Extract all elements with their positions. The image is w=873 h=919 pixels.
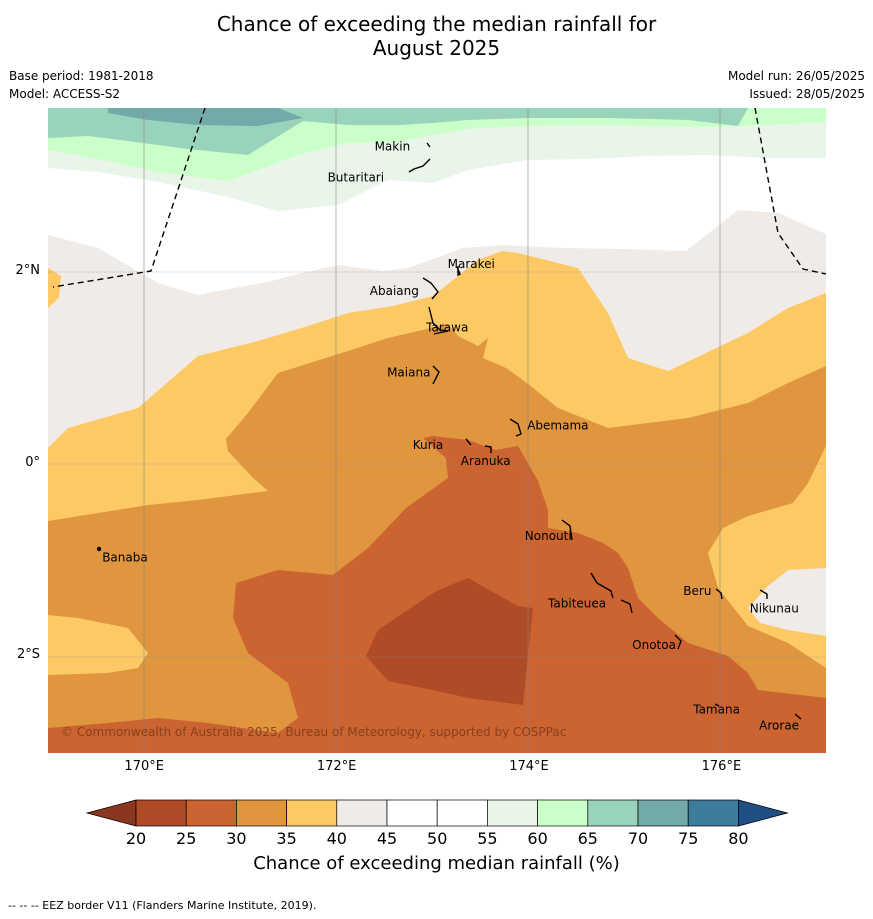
place-label-tarawa: Tarawa [425, 320, 468, 334]
colorbar: 20 25 30 35 40 45 50 55 60 65 70 75 80 [86, 799, 788, 848]
colorbar-tick-label: 75 [678, 829, 698, 848]
rainfall-map: Makin Butaritari Marakei Abaiang Tarawa Maian… [48, 108, 826, 753]
colorbar-swatches [86, 799, 788, 827]
place-label-marakei: Marakei [448, 257, 495, 271]
title-line-1: Chance of exceeding the median rainfall … [216, 12, 657, 36]
band-20-25 [366, 578, 533, 705]
place-label-banaba: Banaba [102, 550, 148, 564]
colorbar-tick-label: 55 [477, 829, 497, 848]
place-label-makin: Makin [375, 140, 411, 154]
island-onotoa [674, 634, 682, 650]
title-line-2: August 2025 [372, 36, 501, 60]
place-label-abemama: Abemama [527, 419, 588, 433]
place-label-nonouti: Nonouti [525, 529, 572, 543]
place-label-abaiang: Abaiang [370, 284, 419, 298]
colorbar-tick-label: 30 [226, 829, 246, 848]
place-label-maiana: Maiana [387, 366, 430, 380]
colorbar-tick-label: 40 [327, 829, 347, 848]
footnote: -- -- -- EEZ border V11 (Flanders Marine… [8, 899, 317, 912]
colorbar-tick-label: 50 [427, 829, 447, 848]
band-40-45-nikunau [748, 568, 826, 636]
island-nikunau [759, 589, 768, 599]
meta-left: Base period: 1981-2018 Model: ACCESS-S2 [9, 67, 154, 103]
colorbar-tick-label: 70 [628, 829, 648, 848]
colorbar-tick-label: 80 [728, 829, 748, 848]
island-arorae [794, 713, 802, 720]
place-label-aranuka: Aranuka [461, 454, 511, 468]
model-text: Model: ACCESS-S2 [9, 87, 121, 101]
colorbar-swatch [386, 799, 438, 827]
base-period-text: Base period: 1981-2018 [9, 69, 154, 83]
lon-label: 176°E [701, 759, 742, 774]
place-label-kuria: Kuria [413, 438, 444, 452]
island-abaiang [422, 277, 439, 300]
lat-label: 0° [25, 455, 40, 470]
colorbar-swatch [135, 799, 187, 827]
band-35-40-left-patch [48, 268, 61, 308]
colorbar-tick-label: 25 [176, 829, 196, 848]
island-tabiteuea-south [620, 599, 633, 614]
lat-label: 2°N [15, 262, 41, 278]
island-maiana [432, 365, 440, 385]
copyright-text: © Commonwealth of Australia 2025, Bureau… [61, 725, 566, 739]
chart-title: Chance of exceeding the median rainfall … [0, 12, 873, 60]
island-nonouti [561, 519, 573, 541]
island-beru [715, 588, 723, 600]
place-label-butaritari: Butaritari [328, 170, 385, 184]
place-label-arorae: Arorae [759, 719, 799, 733]
island-tabiteuea-north [590, 572, 614, 599]
island-butaritari [408, 158, 431, 173]
issued-text: Issued: 28/05/2025 [749, 87, 865, 101]
colorbar-tick-label: 65 [578, 829, 598, 848]
place-label-beru: Beru [683, 584, 711, 598]
model-run-text: Model run: 26/05/2025 [727, 69, 865, 83]
colorbar-high-extension [738, 799, 788, 827]
colorbar-tick-label: 45 [377, 829, 397, 848]
island-marakei [456, 266, 461, 277]
island-aranuka [484, 445, 492, 453]
band-70-75 [108, 108, 303, 126]
colorbar-tick-label: 20 [126, 829, 146, 848]
colorbar-swatch [336, 799, 388, 827]
band-35-40-lower-left [48, 615, 148, 675]
lat-label: 2°S [16, 647, 40, 663]
place-label-tabiteuea: Tabiteuea [547, 596, 606, 610]
colorbar-low-extension [86, 799, 137, 827]
colorbar-swatch [637, 799, 689, 827]
island-makin [426, 142, 431, 148]
colorbar-tick-labels: 20 25 30 35 40 45 50 55 60 65 70 75 80 [126, 829, 749, 848]
island-kuria [465, 438, 472, 446]
place-labels: Makin Butaritari Marakei Abaiang Tarawa Maian… [102, 140, 799, 733]
colorbar-label: Chance of exceeding median rainfall (%) [253, 853, 620, 874]
island-banaba [96, 546, 102, 552]
colorbar-swatch [286, 799, 338, 827]
island-abemama [509, 418, 522, 437]
island-tamana [714, 703, 720, 707]
colorbar-tick-label: 60 [527, 829, 547, 848]
lon-label: 170°E [124, 759, 164, 774]
place-label-tamana: Tamana [692, 702, 740, 716]
place-label-nikunau: Nikunau [750, 601, 799, 615]
colorbar-swatch [487, 799, 538, 827]
eez-border-east [754, 108, 826, 275]
eez-border-west [52, 108, 206, 288]
colorbar-swatch [436, 799, 488, 827]
lon-label: 172°E [316, 759, 357, 774]
meta-right: Model run: 26/05/2025 Issued: 28/05/2025 [728, 67, 865, 103]
colorbar-tick-label: 35 [276, 829, 296, 848]
colorbar-swatch [236, 799, 287, 827]
colorbar-swatch [587, 799, 639, 827]
colorbar-swatch [537, 799, 589, 827]
colorbar-swatch [185, 799, 237, 827]
lon-label: 174°E [509, 759, 549, 774]
place-label-onotoa: Onotoa [632, 638, 676, 652]
island-tarawa [428, 306, 449, 335]
gridlines [48, 108, 826, 753]
colorbar-swatch [687, 799, 739, 827]
island-outlines [96, 142, 802, 720]
rainfall-contours [48, 108, 826, 753]
